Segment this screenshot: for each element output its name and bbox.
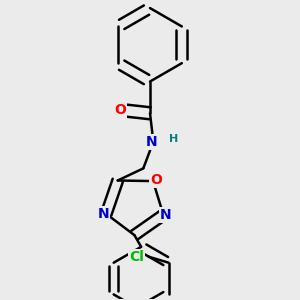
Text: Cl: Cl [129, 250, 144, 264]
Text: N: N [160, 208, 172, 222]
Text: N: N [98, 207, 109, 221]
Text: O: O [150, 173, 162, 187]
Text: H: H [169, 134, 178, 144]
Text: N: N [146, 135, 158, 149]
Text: O: O [114, 103, 126, 117]
